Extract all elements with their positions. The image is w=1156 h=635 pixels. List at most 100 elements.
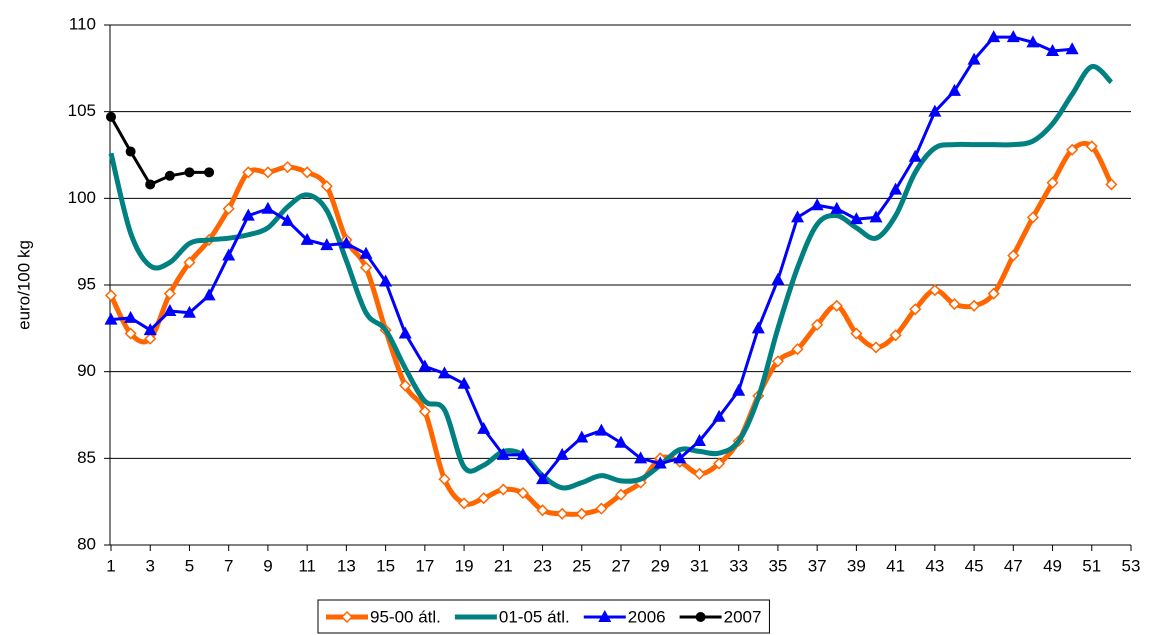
- marker: [104, 289, 118, 302]
- x-tick-label: 29: [651, 556, 670, 575]
- marker: [869, 210, 883, 223]
- marker: [242, 166, 255, 179]
- marker: [124, 310, 138, 323]
- marker: [810, 198, 824, 211]
- marker: [693, 467, 706, 480]
- marker: [556, 507, 569, 520]
- x-tick-label: 13: [337, 556, 356, 575]
- marker: [163, 304, 177, 316]
- marker: [948, 298, 961, 311]
- marker: [1046, 176, 1059, 189]
- marker: [1007, 249, 1020, 262]
- marker: [692, 434, 706, 446]
- x-tick-label: 39: [847, 556, 866, 575]
- legend-label: 01-05 átl.: [499, 607, 570, 626]
- marker: [1105, 178, 1118, 191]
- marker: [281, 161, 294, 174]
- x-tick-label: 47: [1004, 556, 1023, 575]
- marker: [791, 343, 804, 356]
- marker: [634, 451, 648, 464]
- marker: [359, 261, 373, 274]
- marker: [497, 483, 510, 496]
- marker: [106, 111, 116, 122]
- x-tick-label: 9: [263, 556, 272, 575]
- series-line: [108, 140, 1114, 517]
- marker: [889, 182, 903, 195]
- x-tick-label: 21: [494, 556, 513, 575]
- marker: [908, 149, 922, 162]
- x-tick-label: 23: [533, 556, 552, 575]
- x-tick-label: 17: [415, 556, 434, 575]
- x-tick-label: 49: [1043, 556, 1062, 575]
- x-tick-label: 25: [572, 556, 591, 575]
- marker: [438, 473, 451, 486]
- marker: [379, 274, 393, 287]
- series-line: [110, 35, 1073, 481]
- marker: [595, 502, 608, 515]
- marker: [849, 212, 863, 225]
- marker: [1006, 30, 1020, 43]
- marker: [889, 329, 902, 342]
- marker: [673, 451, 687, 464]
- legend-label: 95-00 átl.: [370, 607, 441, 626]
- x-tick-label: 53: [1122, 556, 1141, 575]
- marker: [1026, 35, 1040, 48]
- marker: [183, 256, 196, 269]
- marker: [496, 447, 510, 460]
- marker: [143, 323, 157, 336]
- marker: [457, 376, 471, 389]
- marker: [458, 497, 471, 510]
- marker: [928, 284, 941, 297]
- x-tick-label: 45: [965, 556, 984, 575]
- marker: [830, 201, 844, 214]
- x-tick-label: 51: [1082, 556, 1101, 575]
- marker: [516, 486, 529, 500]
- marker: [398, 326, 412, 339]
- marker: [732, 383, 746, 396]
- marker: [653, 456, 667, 469]
- marker: [928, 104, 942, 117]
- marker: [516, 447, 530, 460]
- marker: [771, 355, 784, 368]
- marker: [184, 167, 195, 178]
- marker: [163, 287, 176, 300]
- marker: [536, 472, 550, 485]
- marker: [182, 305, 196, 318]
- marker: [340, 610, 354, 624]
- x-tick-label: 15: [376, 556, 395, 575]
- marker: [145, 179, 156, 190]
- marker: [399, 379, 412, 392]
- marker: [261, 166, 274, 179]
- marker: [967, 52, 981, 65]
- series-line: [108, 64, 1114, 491]
- marker: [125, 146, 136, 157]
- marker: [909, 303, 922, 316]
- marker: [320, 238, 334, 251]
- x-tick-label: 33: [729, 556, 748, 575]
- marker: [695, 612, 706, 622]
- marker: [437, 366, 451, 379]
- legend-label: 2006: [628, 607, 666, 626]
- marker: [418, 405, 431, 418]
- marker: [204, 167, 215, 178]
- x-tick-label: 27: [612, 556, 631, 575]
- x-tick-label: 43: [925, 556, 944, 575]
- marker: [1046, 44, 1060, 56]
- marker: [320, 180, 333, 193]
- marker: [614, 488, 628, 501]
- marker: [751, 321, 765, 334]
- y-axis-label: euro/100 kg: [14, 240, 33, 330]
- marker: [987, 287, 1000, 300]
- marker: [1065, 42, 1079, 55]
- marker: [850, 327, 863, 340]
- marker: [1085, 140, 1098, 153]
- marker: [791, 210, 805, 223]
- marker: [339, 236, 353, 249]
- x-tick-label: 11: [298, 556, 316, 575]
- y-tick-label: 90: [77, 361, 96, 380]
- marker: [869, 341, 883, 354]
- marker: [555, 447, 569, 460]
- y-tick-label: 110: [69, 14, 96, 33]
- marker: [144, 332, 157, 345]
